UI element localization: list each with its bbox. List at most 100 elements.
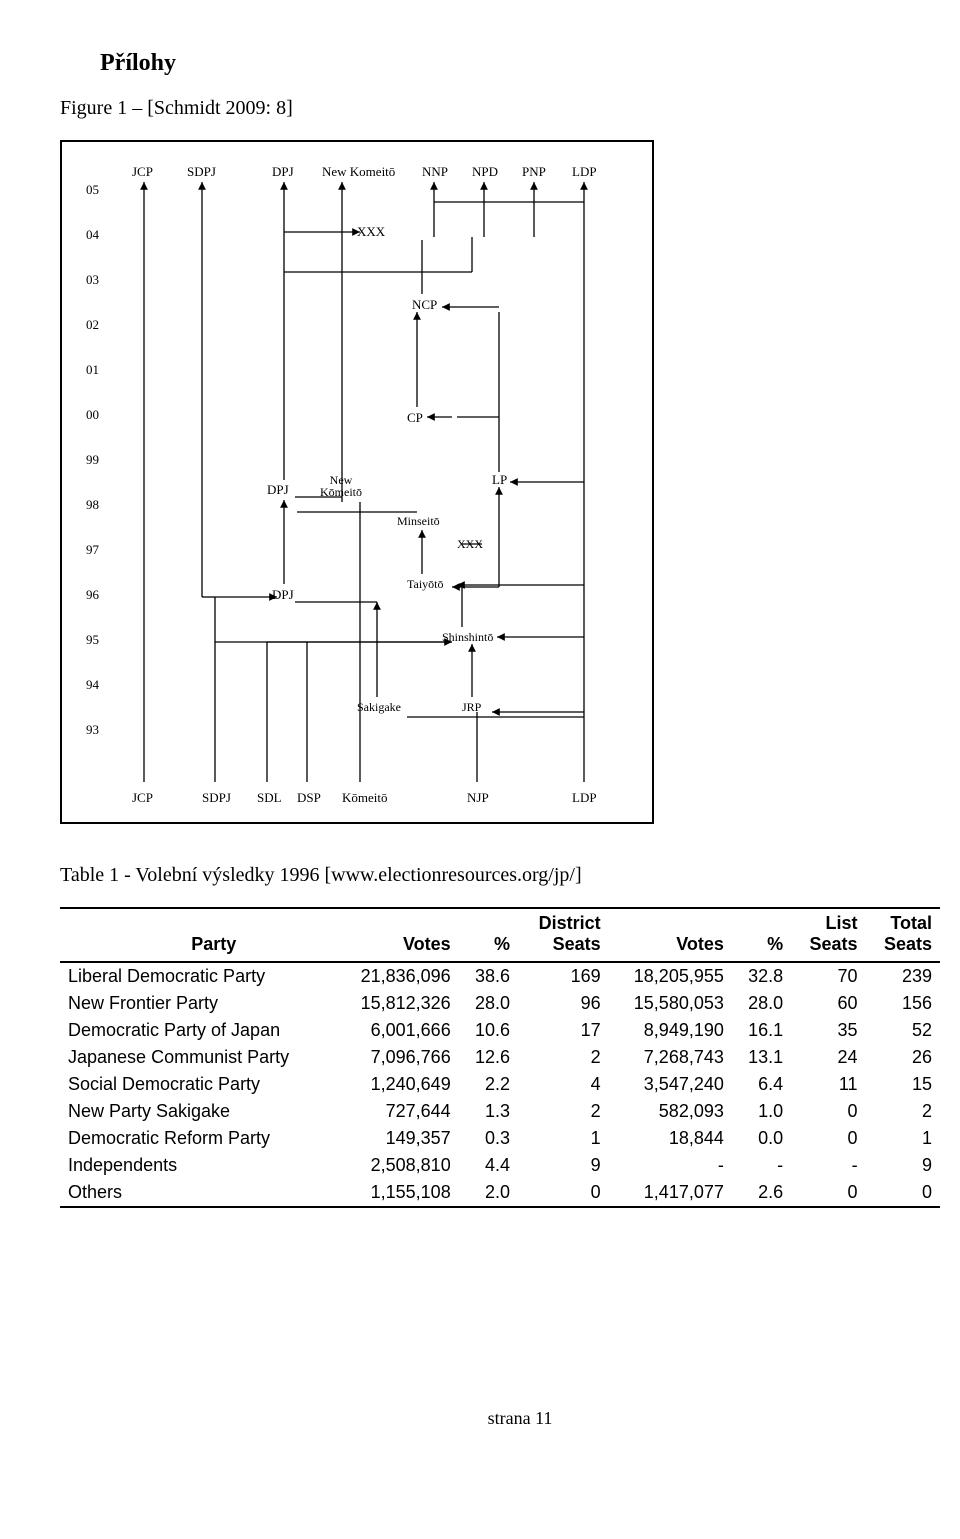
cell-party: Others <box>60 1179 335 1207</box>
top-jcp: JCP <box>132 164 153 180</box>
results-table-body: Liberal Democratic Party21,836,09638.616… <box>60 962 940 1207</box>
label-xxx-top: XXX <box>357 224 385 240</box>
cell-value: 727,644 <box>335 1098 458 1125</box>
year-02: 02 <box>86 317 99 333</box>
label-newkomeito98: NewKōmeitō <box>320 474 362 498</box>
bot-dsp: DSP <box>297 790 321 806</box>
top-sdpj: SDPJ <box>187 164 216 180</box>
cell-value: 96 <box>518 990 609 1017</box>
year-98: 98 <box>86 497 99 513</box>
bot-komeito: Kōmeitō <box>342 790 388 806</box>
label-dpj98: DPJ <box>267 482 289 498</box>
cell-value: 0.3 <box>459 1125 518 1152</box>
cell-value: - <box>609 1152 732 1179</box>
cell-value: 12.6 <box>459 1044 518 1071</box>
top-ldp: LDP <box>572 164 597 180</box>
cell-value: 24 <box>791 1044 865 1071</box>
cell-value: 1 <box>866 1125 940 1152</box>
bot-ldp: LDP <box>572 790 597 806</box>
cell-value: 0 <box>518 1179 609 1207</box>
cell-value: 1.3 <box>459 1098 518 1125</box>
cell-value: 2.2 <box>459 1071 518 1098</box>
table-row: Democratic Party of Japan6,001,66610.617… <box>60 1017 940 1044</box>
label-shinshinto: Shinshintō <box>442 630 493 645</box>
cell-value: 15 <box>866 1071 940 1098</box>
bot-sdpj: SDPJ <box>202 790 231 806</box>
col-pct-district: % <box>459 908 518 962</box>
year-97: 97 <box>86 542 99 558</box>
col-votes-list: Votes <box>609 908 732 962</box>
cell-value: 9 <box>866 1152 940 1179</box>
year-03: 03 <box>86 272 99 288</box>
cell-value: 18,844 <box>609 1125 732 1152</box>
cell-value: 38.6 <box>459 962 518 990</box>
page-number: strana 11 <box>488 1408 553 1429</box>
table-row: New Party Sakigake727,6441.32582,0931.00… <box>60 1098 940 1125</box>
year-95: 95 <box>86 632 99 648</box>
cell-party: Liberal Democratic Party <box>60 962 335 990</box>
bot-jcp: JCP <box>132 790 153 806</box>
cell-value: 7,268,743 <box>609 1044 732 1071</box>
cell-value: 28.0 <box>459 990 518 1017</box>
label-minseito: Minseitō <box>397 514 440 529</box>
cell-value: 3,547,240 <box>609 1071 732 1098</box>
year-00: 00 <box>86 407 99 423</box>
col-pct-list: % <box>732 908 791 962</box>
cell-value: 52 <box>866 1017 940 1044</box>
bot-njp: NJP <box>467 790 489 806</box>
cell-value: 6,001,666 <box>335 1017 458 1044</box>
party-evolution-diagram: 05 04 03 02 01 00 99 98 97 96 95 94 93 J… <box>60 140 654 824</box>
cell-value: 2 <box>518 1044 609 1071</box>
table-caption: Table 1 - Volební výsledky 1996 [www.ele… <box>60 864 900 887</box>
cell-value: 0 <box>791 1179 865 1207</box>
table-row: Others1,155,1082.001,417,0772.600 <box>60 1179 940 1207</box>
section-heading: Přílohy <box>60 50 900 77</box>
cell-value: 32.8 <box>732 962 791 990</box>
cell-value: 0.0 <box>732 1125 791 1152</box>
table-row: Liberal Democratic Party21,836,09638.616… <box>60 962 940 990</box>
col-votes-district: Votes <box>335 908 458 962</box>
cell-value: 28.0 <box>732 990 791 1017</box>
cell-value: 11 <box>791 1071 865 1098</box>
cell-value: 1,240,649 <box>335 1071 458 1098</box>
cell-value: 4.4 <box>459 1152 518 1179</box>
cell-value: 169 <box>518 962 609 990</box>
year-04: 04 <box>86 227 99 243</box>
cell-party: Japanese Communist Party <box>60 1044 335 1071</box>
cell-value: 2.6 <box>732 1179 791 1207</box>
top-dpj: DPJ <box>272 164 294 180</box>
col-total-seats: TotalSeats <box>866 908 940 962</box>
cell-value: 2 <box>518 1098 609 1125</box>
cell-party: Democratic Reform Party <box>60 1125 335 1152</box>
cell-party: New Party Sakigake <box>60 1098 335 1125</box>
cell-value: 149,357 <box>335 1125 458 1152</box>
cell-value: 2.0 <box>459 1179 518 1207</box>
year-93: 93 <box>86 722 99 738</box>
cell-value: 1.0 <box>732 1098 791 1125</box>
year-01: 01 <box>86 362 99 378</box>
cell-party: Independents <box>60 1152 335 1179</box>
table-row: Social Democratic Party1,240,6492.243,54… <box>60 1071 940 1098</box>
cell-value: 156 <box>866 990 940 1017</box>
label-xxx97: XXX <box>457 537 483 552</box>
cell-value: - <box>732 1152 791 1179</box>
cell-value: 15,580,053 <box>609 990 732 1017</box>
label-dpj96: DPJ <box>272 587 294 603</box>
cell-value: 7,096,766 <box>335 1044 458 1071</box>
year-94: 94 <box>86 677 99 693</box>
top-newkomeito: New Komeitō <box>322 164 395 180</box>
cell-value: 0 <box>866 1179 940 1207</box>
label-cp: CP <box>407 410 423 426</box>
cell-value: 4 <box>518 1071 609 1098</box>
label-jrp: JRP <box>462 700 481 715</box>
cell-value: 26 <box>866 1044 940 1071</box>
results-table-head: Party Votes % DistrictSeats Votes % List… <box>60 908 940 962</box>
cell-value: 70 <box>791 962 865 990</box>
cell-value: 1,417,077 <box>609 1179 732 1207</box>
cell-value: 18,205,955 <box>609 962 732 990</box>
label-taiyoto: Taiyōtō <box>407 577 444 592</box>
cell-value: 6.4 <box>732 1071 791 1098</box>
label-ncp: NCP <box>412 297 437 313</box>
results-table: Party Votes % DistrictSeats Votes % List… <box>60 907 940 1208</box>
cell-value: 0 <box>791 1098 865 1125</box>
